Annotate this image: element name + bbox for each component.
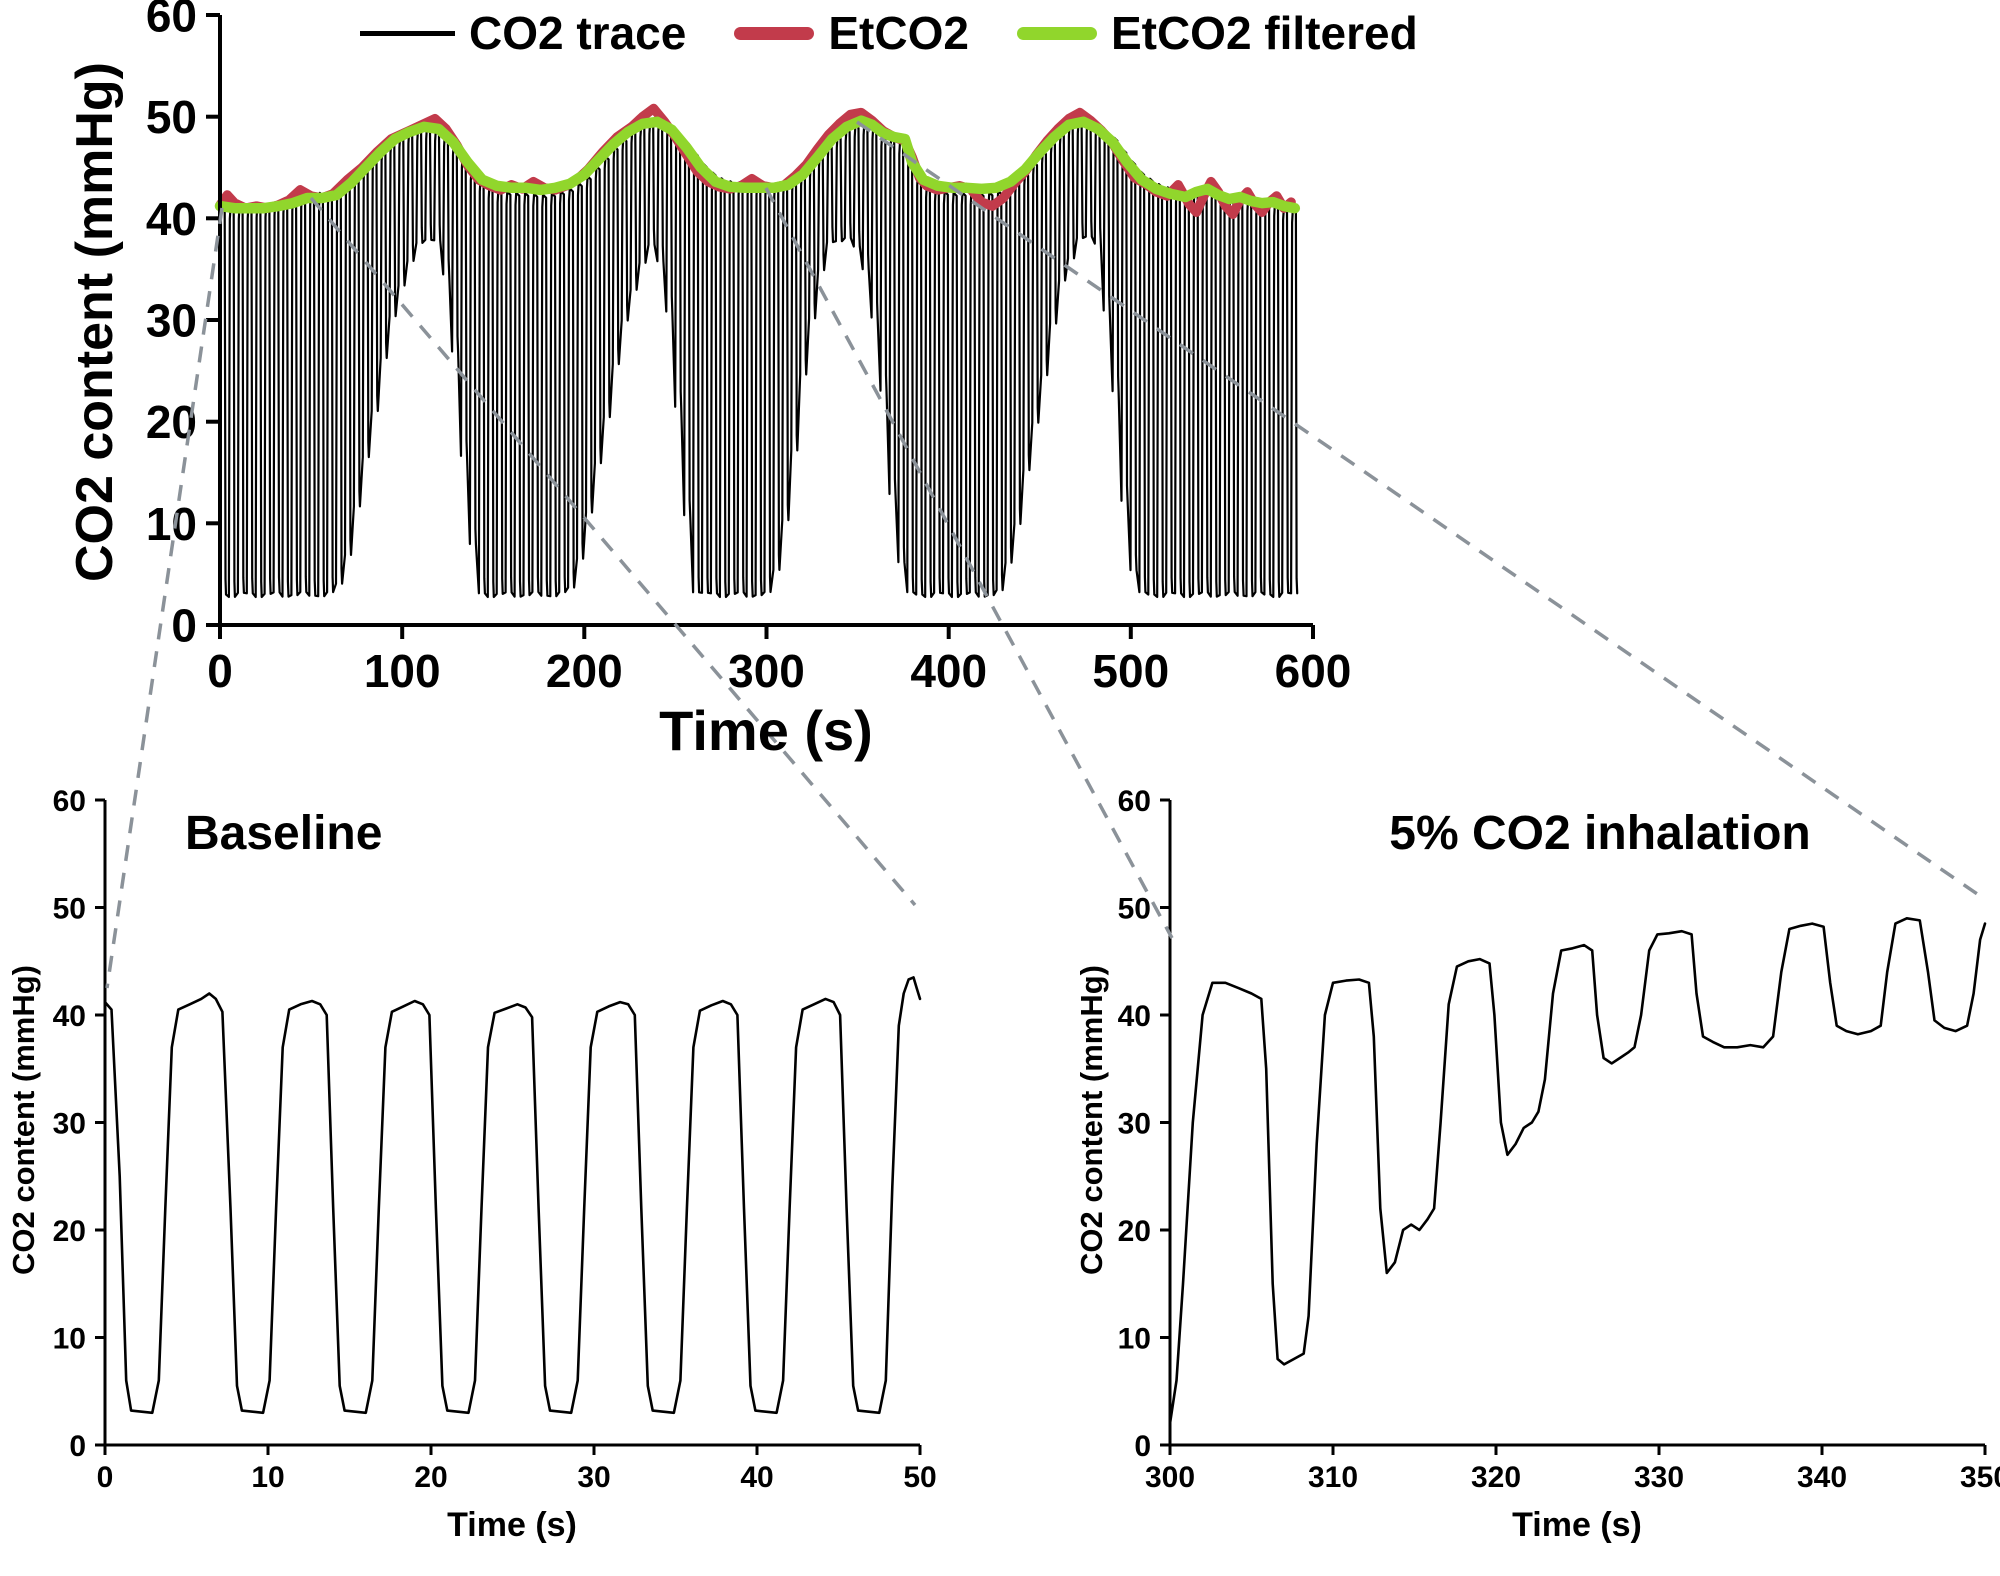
baseline-x-axis-label: Time (s)	[447, 1506, 577, 1544]
svg-text:330: 330	[1634, 1461, 1684, 1494]
svg-text:20: 20	[414, 1461, 447, 1494]
svg-text:20: 20	[1118, 1215, 1151, 1248]
svg-text:60: 60	[53, 790, 86, 818]
legend-label-etco2: EtCO2	[828, 7, 969, 59]
baseline-plot-title: Baseline	[185, 807, 383, 860]
svg-text:30: 30	[53, 1107, 86, 1140]
svg-text:200: 200	[546, 645, 623, 697]
svg-text:60: 60	[1118, 790, 1151, 818]
svg-text:100: 100	[364, 645, 441, 697]
svg-text:10: 10	[1118, 1322, 1151, 1355]
svg-text:40: 40	[146, 193, 197, 245]
svg-text:300: 300	[728, 645, 805, 697]
svg-text:10: 10	[53, 1322, 86, 1355]
svg-text:30: 30	[146, 295, 197, 347]
svg-text:10: 10	[251, 1461, 284, 1494]
svg-text:10: 10	[146, 498, 197, 550]
svg-text:310: 310	[1308, 1461, 1358, 1494]
svg-text:400: 400	[910, 645, 987, 697]
svg-text:350: 350	[1960, 1461, 2000, 1494]
svg-text:50: 50	[53, 892, 86, 925]
inhalation-chart: 0 10 20 30 40 50 60 300 310 320 330 340 350	[1118, 790, 2000, 1494]
svg-text:50: 50	[1118, 892, 1151, 925]
main-x-axis-label: Time (s)	[659, 699, 873, 762]
svg-text:500: 500	[1092, 645, 1169, 697]
baseline-chart: 0 10 20 30 40 50 60 0 10 20 30 40 50	[53, 790, 937, 1494]
svg-text:20: 20	[146, 396, 197, 448]
svg-text:0: 0	[1134, 1430, 1151, 1463]
svg-text:0: 0	[171, 600, 197, 652]
legend-item-co2-trace: CO2 trace	[360, 6, 686, 60]
svg-text:0: 0	[207, 645, 233, 697]
svg-text:60: 60	[146, 0, 197, 42]
svg-text:40: 40	[1118, 1000, 1151, 1033]
svg-text:320: 320	[1471, 1461, 1521, 1494]
svg-text:30: 30	[1118, 1107, 1151, 1140]
inhalation-plot-title: 5% CO2 inhalation	[1389, 807, 1811, 860]
svg-text:40: 40	[740, 1461, 773, 1494]
inhalation-x-axis-label: Time (s)	[1512, 1506, 1642, 1544]
svg-text:600: 600	[1275, 645, 1352, 697]
legend: CO2 trace EtCO2 EtCO2 filtered	[360, 6, 1418, 60]
legend-line-etco2	[734, 26, 815, 40]
svg-text:0: 0	[97, 1461, 114, 1494]
svg-text:20: 20	[53, 1215, 86, 1248]
baseline-y-axis-label: CO2 content (mmHg)	[6, 965, 41, 1275]
svg-text:40: 40	[53, 1000, 86, 1033]
svg-text:30: 30	[577, 1461, 610, 1494]
legend-label-co2-trace: CO2 trace	[469, 7, 687, 59]
svg-text:340: 340	[1797, 1461, 1847, 1494]
legend-item-etco2: EtCO2	[734, 6, 969, 60]
svg-text:50: 50	[146, 91, 197, 143]
main-y-axis-label: CO2 content (mmHg)	[66, 62, 124, 582]
inhalation-y-axis-label: CO2 content (mmHg)	[1074, 965, 1109, 1275]
legend-item-etco2-filtered: EtCO2 filtered	[1016, 6, 1418, 60]
legend-line-etco2-filtered	[1016, 26, 1097, 40]
legend-label-etco2-filtered: EtCO2 filtered	[1110, 7, 1418, 59]
legend-line-co2-trace	[360, 30, 455, 36]
svg-text:0: 0	[69, 1430, 86, 1463]
svg-text:50: 50	[903, 1461, 936, 1494]
svg-text:300: 300	[1145, 1461, 1195, 1494]
